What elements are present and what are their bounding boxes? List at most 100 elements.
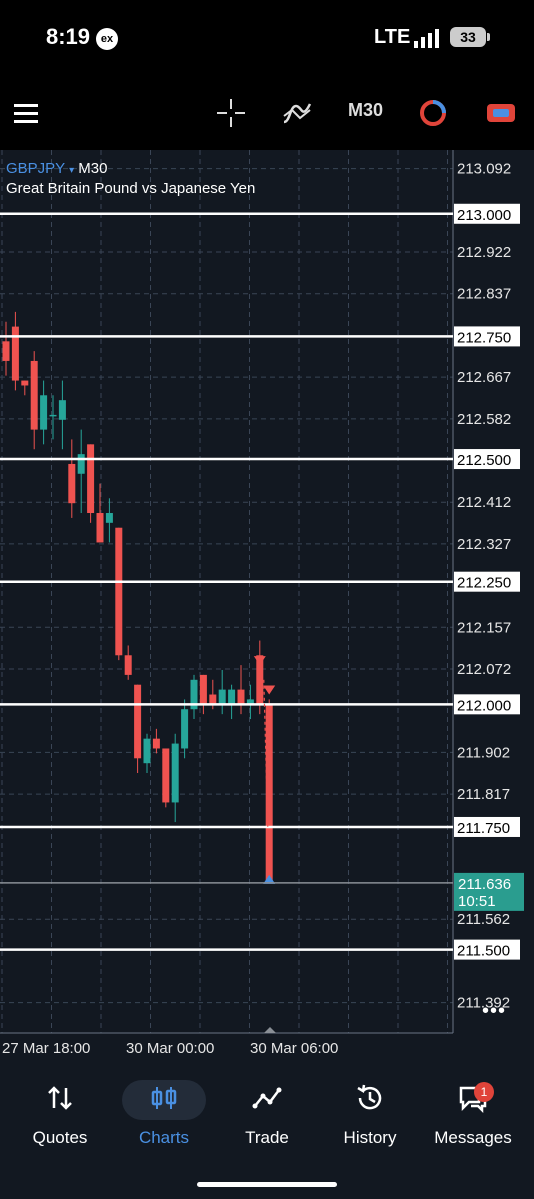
price-scale-label: 211.562 [457, 911, 510, 928]
symbol-timeframe: M30 [78, 160, 108, 177]
chart-background [0, 150, 534, 1060]
candle-body [2, 341, 10, 361]
candle-body [246, 699, 254, 705]
candle-body [199, 674, 207, 705]
price-level-label-box [454, 694, 520, 715]
buy-arrow-icon [263, 874, 276, 884]
symbol-name[interactable]: GBPJPY [6, 160, 65, 177]
candle-body [115, 527, 123, 656]
trade-icon [252, 1087, 282, 1109]
time-axis-label: 27 Mar 18:00 [2, 1040, 90, 1057]
trade-icon[interactable] [484, 96, 518, 130]
candle-body [124, 655, 132, 675]
indicators-icon[interactable] [280, 96, 314, 130]
candle-body [152, 738, 160, 749]
tab-quotes[interactable]: Quotes [7, 1060, 113, 1160]
candle-body [49, 414, 57, 417]
tab-messages-label: Messages [434, 1128, 512, 1147]
price-scale-label: 212.582 [457, 411, 511, 428]
candle-body [77, 454, 85, 474]
price-level-label-box [454, 571, 520, 592]
candle-body [256, 655, 264, 705]
symbol-label[interactable]: GBPJPY ▾ M30 [6, 160, 107, 177]
active-tab-highlight [122, 1080, 206, 1120]
price-chart[interactable]: 213.092 212.922 212.837 212.667 212.582 212.4… [0, 150, 534, 1060]
price-level-label-box [454, 449, 520, 470]
price-level-label-box [454, 326, 520, 347]
messages-badge: 1 [474, 1082, 494, 1102]
price-level-label: 212.250 [457, 575, 511, 592]
price-scale-label: 212.072 [457, 661, 511, 678]
status-bar: 8:19 ex LTE 33 [0, 0, 534, 80]
candle-body [87, 444, 95, 514]
more-options-icon[interactable]: ••• [482, 1000, 507, 1022]
chart-type-icon[interactable] [416, 96, 450, 130]
home-indicator[interactable] [197, 1182, 337, 1187]
candle-body [40, 395, 48, 430]
price-scale-label: 211.902 [457, 744, 510, 761]
candle-body [105, 513, 113, 523]
tab-history-label: History [343, 1128, 397, 1147]
app-badge-icon: ex [96, 28, 118, 50]
tab-charts[interactable]: Charts [111, 1060, 217, 1160]
candle-body [190, 679, 198, 710]
chart-canvas[interactable]: 213.092 212.922 212.837 212.667 212.582 212.4… [0, 150, 534, 1060]
time-axis-label: 30 Mar 06:00 [250, 1040, 338, 1057]
menu-icon[interactable] [10, 96, 44, 130]
tab-quotes-label: Quotes [32, 1128, 88, 1147]
price-scale-label: 212.667 [457, 369, 511, 386]
candle-body [265, 704, 273, 881]
price-scale-label: 212.837 [457, 286, 511, 303]
symbol-description: Great Britain Pound vs Japanese Yen [6, 180, 256, 197]
price-scale-label: 211.817 [457, 786, 510, 803]
price-level-label: 212.000 [457, 697, 511, 714]
charts-icon [151, 1087, 177, 1109]
current-price-value: 211.636 [458, 876, 511, 893]
candle-body [11, 326, 19, 381]
candle-body [68, 463, 76, 504]
price-level-label-box [454, 203, 520, 224]
price-scale-label: 211.392 [457, 995, 510, 1012]
tab-charts-label: Charts [138, 1128, 190, 1147]
current-price-box [454, 872, 524, 911]
candle-body [181, 709, 189, 749]
tab-messages[interactable]: Messages [420, 1060, 526, 1160]
price-level-label: 211.500 [457, 943, 510, 960]
crosshair-icon[interactable] [214, 96, 248, 130]
signal-icon [414, 29, 439, 48]
price-scale-label: 213.092 [457, 161, 511, 178]
history-icon [357, 1084, 382, 1110]
tab-trade[interactable]: Trade [214, 1060, 320, 1160]
price-level-label: 212.500 [457, 452, 511, 469]
tab-trade-label: Trade [245, 1128, 289, 1147]
bottom-navigation: Quotes Charts Trade History [0, 1060, 534, 1199]
candle-body [134, 684, 142, 759]
price-level-label: 212.750 [457, 329, 511, 346]
battery-icon: 33 [450, 27, 486, 47]
candle-body [228, 689, 236, 705]
time-axis-label: 30 Mar 00:00 [126, 1040, 214, 1057]
candle-body [58, 400, 66, 420]
status-time: 8:19 [46, 24, 91, 49]
price-level-label: 213.000 [457, 207, 511, 224]
candle-body [96, 513, 104, 543]
candle-body [171, 743, 179, 803]
battery-tip [487, 33, 490, 41]
bar-countdown: 10:51 [458, 893, 496, 910]
candle-body [30, 360, 38, 430]
sell-arrow-icon [253, 656, 266, 666]
price-level-label-box [454, 816, 520, 837]
time-scroll-marker-icon [264, 1027, 276, 1033]
symbol-dropdown-icon[interactable]: ▾ [69, 165, 75, 176]
chart-toolbar [0, 80, 534, 150]
timeframe-selector[interactable]: M30 [348, 100, 384, 120]
candle-body [143, 738, 151, 764]
tab-history[interactable]: History [317, 1060, 423, 1160]
candle-body [237, 689, 245, 705]
sell-arrow-icon [263, 685, 276, 695]
quotes-icon [48, 1086, 72, 1110]
candle-body [209, 694, 217, 705]
price-level-label: 211.750 [457, 820, 510, 837]
price-scale-label: 212.412 [457, 494, 511, 511]
candle-body [162, 748, 170, 803]
